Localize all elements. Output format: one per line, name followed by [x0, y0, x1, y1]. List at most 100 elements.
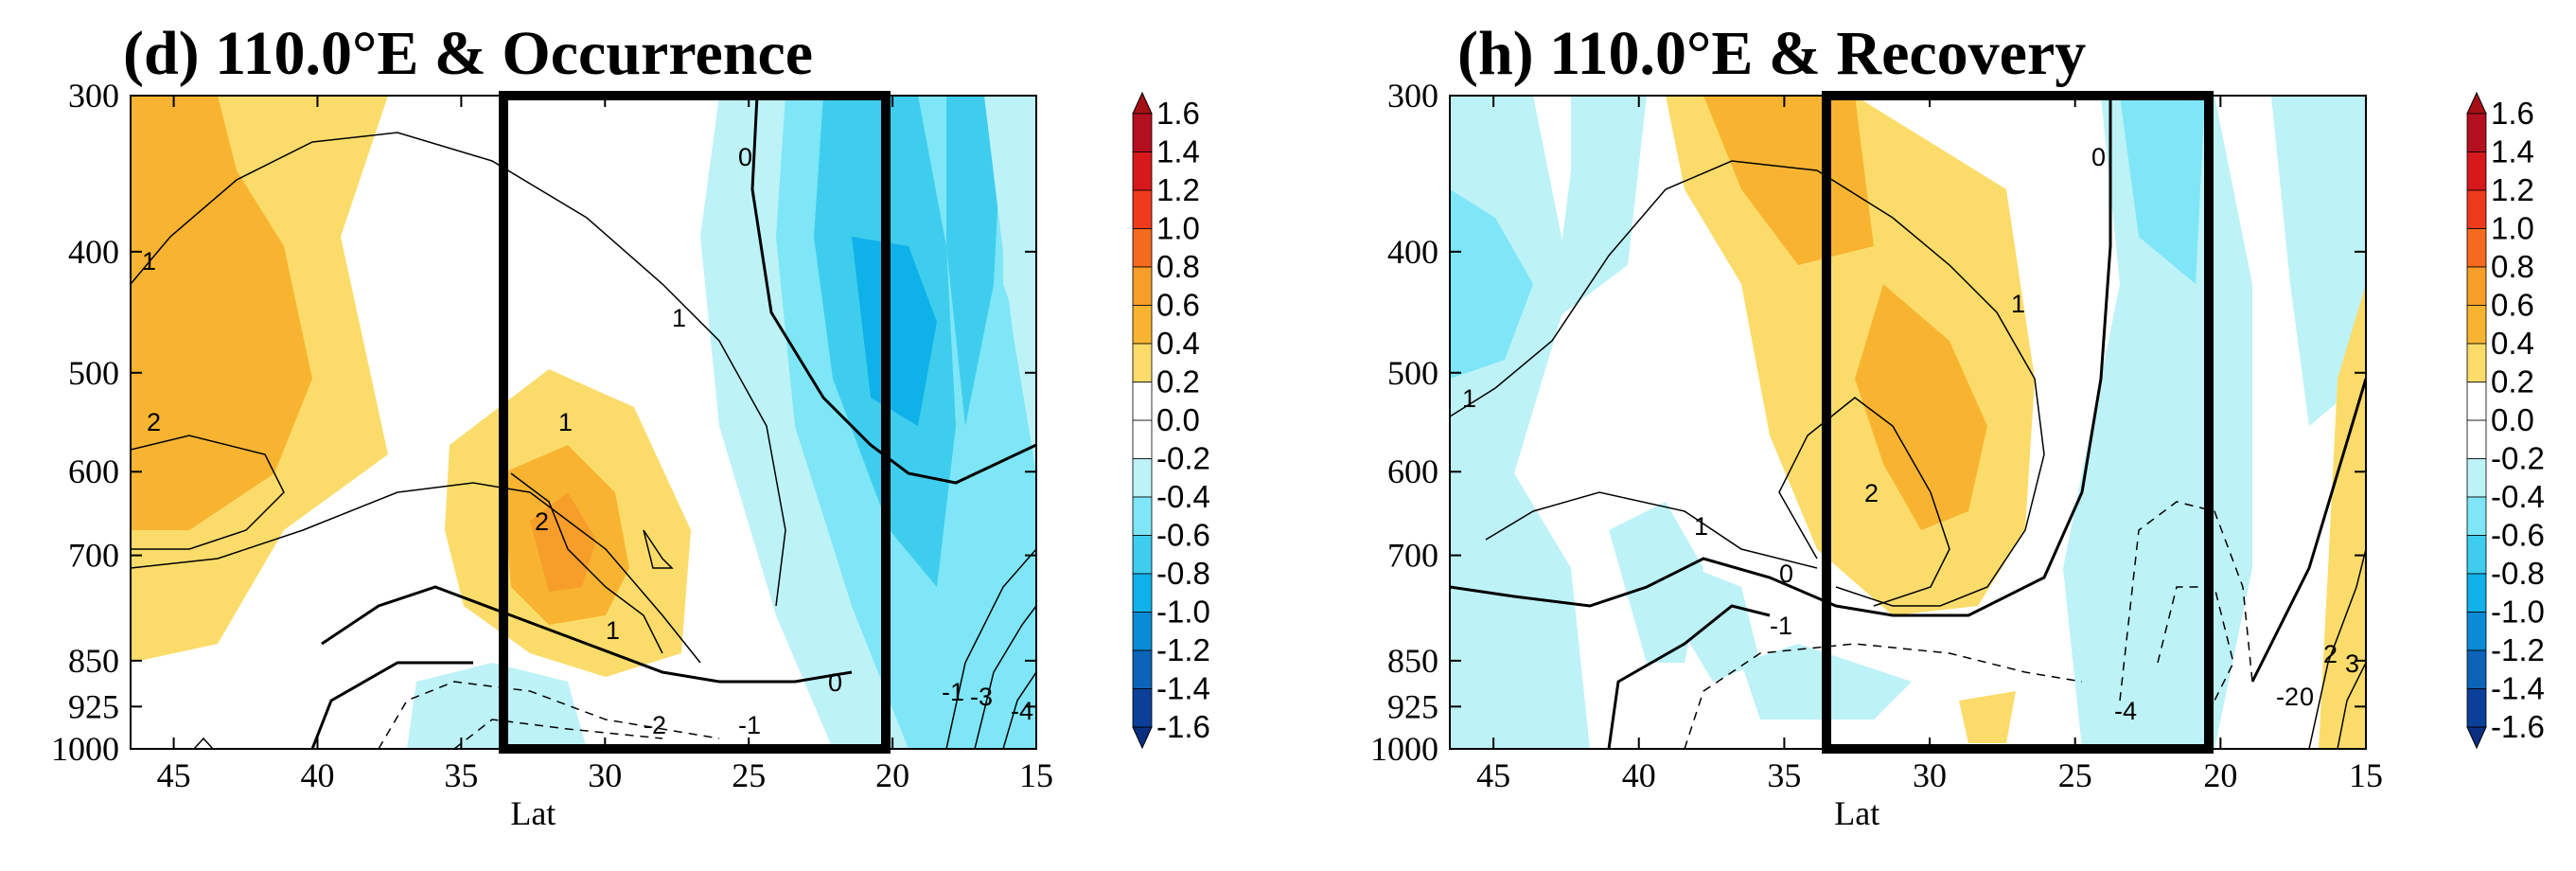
colorbar-label: 0.2 [2491, 364, 2534, 400]
contour-label: 2 [2323, 640, 2338, 668]
colorbar-arrow-bottom [2466, 726, 2487, 750]
colorbar-label: 1.6 [2491, 96, 2534, 131]
panel-h-highlight-box [1822, 91, 2214, 754]
contour-label: -2 [644, 711, 666, 739]
x-axis-label: Lat [510, 794, 556, 832]
contour-label: 0 [2091, 143, 2106, 171]
colorbar-label: 0.6 [2491, 288, 2534, 323]
colorbar-label: -0.2 [2491, 441, 2545, 476]
colorbar-swatch [2466, 343, 2487, 382]
colorbar-swatch [1132, 228, 1153, 268]
contour-label: 0 [738, 143, 752, 171]
panel-h-title: (h) 110.0°E & Recovery [1457, 19, 2086, 88]
colorbar-swatch [2466, 649, 2487, 689]
colorbar-swatch [2466, 496, 2487, 536]
colorbar-swatch [1132, 266, 1153, 306]
colorbar-label: -1.2 [1156, 632, 1210, 667]
colorbar-swatch [1132, 458, 1153, 498]
contour-label: 1 [558, 408, 573, 436]
colorbar-label: -1.6 [1156, 709, 1210, 744]
colorbar-swatch [2466, 382, 2487, 421]
colorbar-left: 1.61.41.21.00.80.60.40.20.0-0.2-0.4-0.6-… [1132, 91, 1210, 750]
colorbar-swatch [2466, 113, 2487, 152]
contour-label: 0 [2300, 683, 2314, 711]
colorbar-label: 1.2 [2491, 172, 2534, 207]
colorbar-swatch [1132, 189, 1153, 229]
x-tick-label: 30 [588, 756, 622, 794]
colorbar-swatch [2466, 151, 2487, 191]
panel-h-axes: 45 40 35 30 25 20 153004005006007008509251000L… [1370, 77, 2383, 832]
colorbar-swatch [1132, 573, 1153, 613]
x-tick-label: 40 [1622, 756, 1656, 794]
contour-label: 1 [672, 304, 686, 332]
x-tick-label: 25 [732, 756, 766, 794]
colorbar-swatch [1132, 419, 1153, 459]
y-tick-label: 500 [1387, 354, 1438, 392]
colorbar-label: 0.8 [1156, 249, 1200, 284]
colorbar-label: 0.2 [1156, 364, 1200, 400]
x-tick-label: 35 [444, 756, 478, 794]
y-tick-label: 600 [68, 453, 119, 490]
colorbar-swatch [1132, 305, 1153, 345]
colorbar-label: -1.6 [2491, 709, 2545, 744]
colorbar-swatch [1132, 688, 1153, 728]
colorbar-swatch [1132, 535, 1153, 575]
contour-label: -1 [1770, 612, 1792, 640]
x-tick-label: 20 [2203, 756, 2237, 794]
panel-h-contour-labels: 1 0 1 2 1 0 -1 -4 -2 0 2 3 [1462, 143, 2359, 725]
colorbar-label: 1.2 [1156, 172, 1200, 207]
panel-d-contour-labels: 1 2 0 1 1 2 1 0 -2 -1 -1 -3 -4 [142, 143, 1033, 739]
colorbar-label: 1.4 [2491, 134, 2534, 169]
panel-d-highlight-box [499, 91, 891, 754]
panel-d: (d) 110.0°E & Occurrence [51, 19, 1053, 832]
colorbar-label: -0.8 [2491, 556, 2545, 591]
y-tick-label: 1000 [51, 730, 119, 768]
panel-d-contours [131, 96, 1036, 749]
x-tick-label: 15 [2349, 756, 2383, 794]
colorbar-swatch [1132, 113, 1153, 152]
panel-d-title: (d) 110.0°E & Occurrence [123, 19, 813, 88]
colorbar-swatch [2466, 573, 2487, 613]
colorbar-label: 0.4 [2491, 326, 2534, 361]
y-tick-label: 700 [68, 537, 119, 575]
colorbar-label: 1.0 [2491, 211, 2534, 246]
colorbar-label: -1.0 [2491, 595, 2545, 630]
panel-h-contours [1450, 96, 2366, 749]
colorbar-swatch [2466, 419, 2487, 459]
contour-label: 1 [142, 247, 156, 276]
contour-label: 1 [606, 616, 620, 645]
y-tick-label: 400 [68, 233, 119, 271]
y-tick-label: 600 [1387, 453, 1438, 490]
colorbar-label: 1.4 [1156, 134, 1200, 169]
colorbar-label: -0.2 [1156, 441, 1210, 476]
panel-h-shading [1450, 96, 2366, 749]
colorbar-swatch [2466, 458, 2487, 498]
x-tick-label: 25 [2058, 756, 2092, 794]
contour-label: 0 [1779, 560, 1793, 588]
contour-label: -2 [2276, 683, 2299, 711]
colorbar-label: 1.6 [1156, 96, 1200, 131]
contour-label: 3 [2345, 649, 2359, 678]
colorbar-swatch [2466, 266, 2487, 306]
y-tick-label: 700 [1387, 537, 1438, 575]
colorbar-swatch [2466, 535, 2487, 575]
colorbar-label: -0.6 [1156, 518, 1210, 553]
colorbar-label: -1.4 [1156, 671, 1210, 706]
y-tick-label: 1000 [1370, 730, 1438, 768]
colorbar-swatch [1132, 343, 1153, 382]
colorbar-swatch [2466, 189, 2487, 229]
colorbar-swatch [1132, 496, 1153, 536]
contour-label: 2 [1864, 479, 1879, 507]
y-tick-label: 500 [68, 354, 119, 392]
colorbar-label: -0.8 [1156, 556, 1210, 591]
y-tick-label: 850 [1387, 642, 1438, 680]
colorbar-swatch [1132, 649, 1153, 689]
contour-label: -4 [1011, 697, 1033, 725]
colorbar-arrow-bottom [1132, 726, 1153, 750]
colorbar-label: -0.4 [1156, 479, 1210, 514]
colorbar-arrow-top [1132, 91, 1153, 115]
panel-d-axes: 45 40 35 30 25 20 153004005006007008509251000L… [51, 77, 1053, 832]
x-tick-label: 30 [1913, 756, 1947, 794]
x-tick-label: 35 [1767, 756, 1801, 794]
